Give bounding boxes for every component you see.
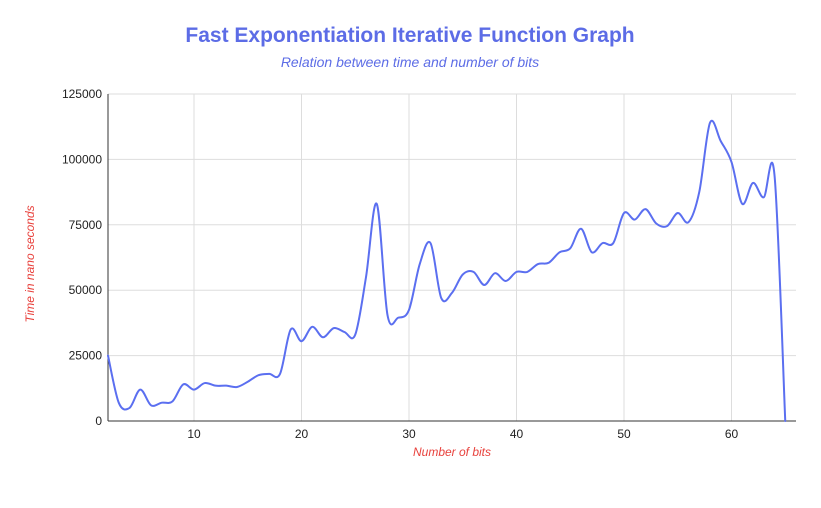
chart-title: Fast Exponentiation Iterative Function G… [185, 24, 634, 47]
y-axis-tick-labels: 0 25000 50000 75000 100000 125000 [62, 87, 102, 428]
x-axis-title: Number of bits [413, 445, 491, 459]
x-tick-label: 10 [187, 427, 201, 441]
y-axis-title: Time in nano seconds [23, 205, 37, 322]
x-tick-label: 40 [510, 427, 524, 441]
x-tick-label: 60 [725, 427, 739, 441]
y-tick-label: 25000 [69, 349, 103, 363]
y-tick-label: 100000 [62, 152, 102, 166]
x-tick-label: 50 [617, 427, 631, 441]
chart-subtitle: Relation between time and number of bits [281, 54, 539, 70]
y-tick-label: 125000 [62, 87, 102, 101]
x-tick-label: 30 [402, 427, 416, 441]
x-tick-label: 20 [295, 427, 309, 441]
series-line-time-vs-bits [107, 119, 787, 422]
x-axis-tick-labels: 10 20 30 40 50 60 [187, 427, 738, 441]
grid-lines [108, 93, 796, 421]
y-tick-label: 50000 [69, 283, 103, 297]
y-tick-label: 0 [95, 414, 102, 428]
y-tick-label: 75000 [69, 218, 103, 232]
